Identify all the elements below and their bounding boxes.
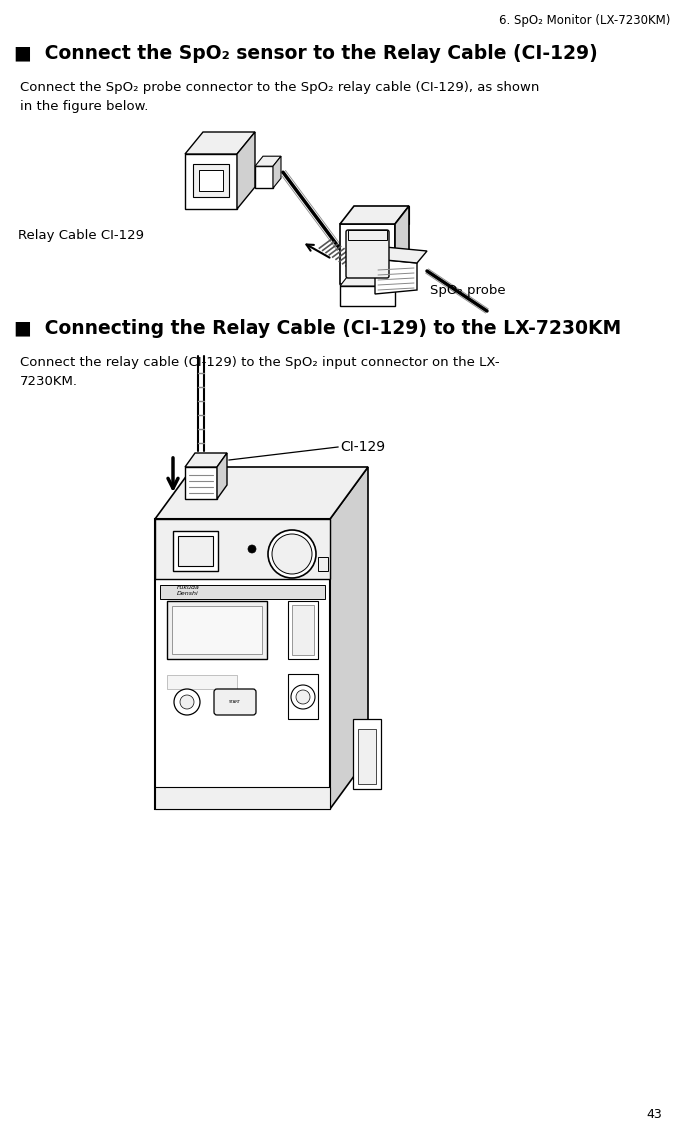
- Circle shape: [268, 530, 316, 577]
- Circle shape: [248, 544, 256, 554]
- Polygon shape: [185, 132, 255, 154]
- Polygon shape: [340, 286, 395, 306]
- Polygon shape: [185, 154, 237, 208]
- Text: Fukuda
Denshi: Fukuda Denshi: [177, 585, 200, 596]
- Text: 6. SpO₂ Monitor (LX-7230KM): 6. SpO₂ Monitor (LX-7230KM): [499, 14, 670, 27]
- FancyBboxPatch shape: [346, 230, 389, 278]
- Polygon shape: [255, 166, 273, 188]
- Polygon shape: [340, 277, 402, 286]
- FancyBboxPatch shape: [353, 719, 381, 789]
- FancyBboxPatch shape: [167, 601, 267, 659]
- Polygon shape: [185, 467, 217, 499]
- Polygon shape: [375, 247, 427, 263]
- Polygon shape: [237, 132, 255, 208]
- FancyBboxPatch shape: [172, 606, 262, 654]
- Polygon shape: [217, 453, 227, 499]
- Text: SpO₂ probe: SpO₂ probe: [430, 284, 506, 297]
- FancyBboxPatch shape: [288, 674, 318, 719]
- FancyBboxPatch shape: [160, 585, 325, 599]
- Polygon shape: [354, 206, 409, 224]
- Polygon shape: [185, 453, 227, 467]
- Text: Relay Cable CI-129: Relay Cable CI-129: [18, 229, 144, 241]
- Polygon shape: [395, 206, 409, 284]
- FancyBboxPatch shape: [199, 170, 223, 191]
- Text: 43: 43: [646, 1108, 662, 1121]
- Polygon shape: [330, 467, 368, 809]
- FancyBboxPatch shape: [358, 729, 376, 784]
- Text: START: START: [229, 700, 241, 704]
- Circle shape: [180, 695, 194, 708]
- Text: CI-129: CI-129: [340, 440, 385, 454]
- FancyBboxPatch shape: [173, 531, 218, 571]
- Polygon shape: [375, 259, 417, 294]
- Polygon shape: [255, 156, 281, 166]
- Text: Connect the SpO₂ probe connector to the SpO₂ relay cable (CI-129), as shown
in t: Connect the SpO₂ probe connector to the …: [20, 81, 539, 113]
- Circle shape: [272, 534, 312, 574]
- FancyBboxPatch shape: [167, 675, 237, 689]
- Polygon shape: [273, 156, 281, 188]
- FancyBboxPatch shape: [348, 230, 387, 240]
- FancyBboxPatch shape: [214, 689, 256, 715]
- Polygon shape: [155, 467, 368, 519]
- Text: ■  Connect the SpO₂ sensor to the Relay Cable (CI-129): ■ Connect the SpO₂ sensor to the Relay C…: [14, 44, 598, 63]
- FancyBboxPatch shape: [193, 164, 229, 197]
- Polygon shape: [155, 519, 330, 809]
- FancyBboxPatch shape: [288, 601, 318, 659]
- FancyBboxPatch shape: [155, 519, 330, 579]
- FancyBboxPatch shape: [155, 787, 330, 809]
- FancyBboxPatch shape: [178, 536, 213, 566]
- Circle shape: [174, 689, 200, 715]
- Polygon shape: [340, 224, 395, 284]
- FancyBboxPatch shape: [292, 605, 314, 655]
- Circle shape: [291, 685, 315, 708]
- Circle shape: [296, 690, 310, 704]
- Polygon shape: [340, 206, 409, 224]
- Text: ■  Connecting the Relay Cable (CI-129) to the LX-7230KM: ■ Connecting the Relay Cable (CI-129) to…: [14, 319, 621, 338]
- FancyBboxPatch shape: [318, 557, 328, 571]
- Text: Connect the relay cable (CI-129) to the SpO₂ input connector on the LX-
7230KM.: Connect the relay cable (CI-129) to the …: [20, 357, 500, 388]
